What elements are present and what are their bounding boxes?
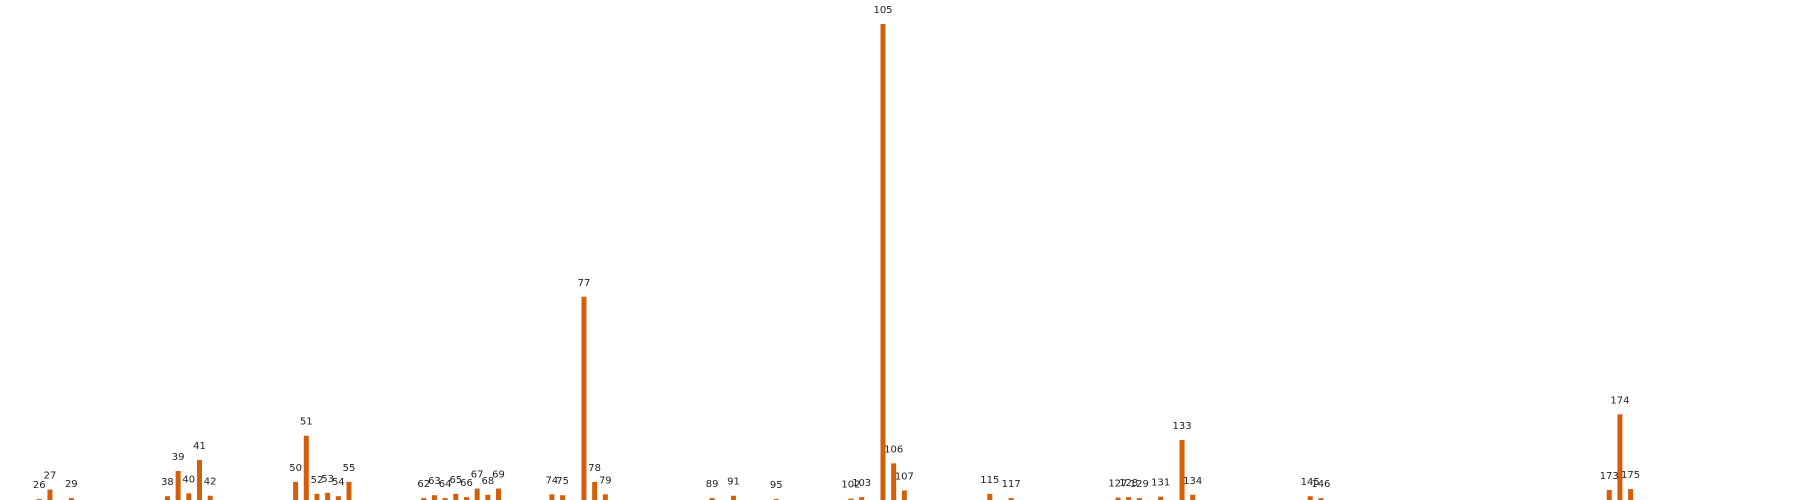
- data-label-89: 89: [706, 479, 719, 490]
- data-label-26: 26: [33, 480, 46, 491]
- data-label-68: 68: [481, 476, 494, 487]
- data-label-78: 78: [588, 463, 601, 474]
- data-label-128: 128: [1119, 478, 1138, 489]
- data-label-27: 27: [44, 471, 57, 482]
- bar-53: [325, 492, 331, 500]
- data-label-129: 129: [1130, 479, 1149, 490]
- bar-62: [421, 498, 427, 500]
- bar-39: [175, 470, 181, 500]
- bar-41: [196, 460, 202, 500]
- bar-52: [314, 493, 320, 500]
- data-label-95: 95: [770, 480, 783, 491]
- data-label-41: 41: [193, 441, 206, 452]
- bar-128: [1126, 497, 1132, 500]
- data-label-51: 51: [300, 417, 313, 428]
- data-label-133: 133: [1172, 421, 1191, 432]
- data-label-117: 117: [1002, 479, 1021, 490]
- bar-115: [987, 493, 993, 500]
- bar-51: [303, 435, 309, 500]
- bar-68: [485, 494, 491, 500]
- data-label-55: 55: [343, 463, 356, 474]
- data-label-42: 42: [204, 477, 217, 488]
- data-label-50: 50: [289, 463, 302, 474]
- data-label-62: 62: [417, 479, 430, 490]
- data-label-77: 77: [578, 278, 591, 289]
- bar-173: [1606, 490, 1612, 500]
- bar-67: [474, 488, 480, 500]
- data-label-79: 79: [599, 475, 612, 486]
- data-label-69: 69: [492, 470, 505, 481]
- bar-175: [1628, 489, 1634, 500]
- data-label-38: 38: [161, 477, 174, 488]
- data-label-106: 106: [884, 444, 903, 455]
- bar-106: [891, 463, 897, 500]
- bar-74: [549, 494, 555, 500]
- bar-40: [186, 493, 192, 500]
- bar-103: [859, 497, 865, 500]
- data-label-131: 131: [1151, 478, 1170, 489]
- data-label-134: 134: [1183, 476, 1202, 487]
- bar-79: [602, 494, 608, 500]
- bar-102: [848, 498, 854, 500]
- bar-91: [730, 495, 736, 500]
- bar-69: [496, 488, 502, 500]
- bar-134: [1190, 494, 1196, 500]
- data-label-105: 105: [873, 5, 892, 16]
- data-label-65: 65: [449, 475, 462, 486]
- data-label-54: 54: [332, 477, 345, 488]
- data-label-40: 40: [182, 474, 195, 485]
- data-label-39: 39: [172, 452, 185, 463]
- bar-146: [1318, 498, 1324, 500]
- bar-29: [68, 498, 74, 500]
- bar-50: [293, 481, 299, 500]
- data-label-107: 107: [895, 471, 914, 482]
- data-label-64: 64: [439, 479, 452, 490]
- bar-133: [1179, 440, 1185, 500]
- data-label-75: 75: [556, 476, 569, 487]
- bar-145: [1307, 496, 1313, 500]
- data-label-66: 66: [460, 478, 473, 489]
- bar-117: [1008, 498, 1014, 500]
- bar-75: [560, 495, 566, 500]
- bar-105: [880, 24, 886, 500]
- data-label-174: 174: [1610, 395, 1629, 406]
- bars-group: [36, 24, 1634, 500]
- bar-174: [1617, 414, 1623, 500]
- bar-131: [1158, 496, 1164, 500]
- bar-89: [709, 498, 715, 500]
- data-label-29: 29: [65, 479, 78, 490]
- data-label-103: 103: [852, 478, 871, 489]
- bar-78: [592, 481, 598, 500]
- data-label-175: 175: [1621, 470, 1640, 481]
- bar-27: [47, 489, 53, 500]
- data-label-145: 145: [1301, 477, 1320, 488]
- data-label-102: 102: [841, 480, 860, 491]
- bar-54: [335, 496, 341, 500]
- bar-66: [463, 497, 469, 500]
- data-label-127: 127: [1108, 479, 1127, 490]
- bar-65: [453, 493, 459, 500]
- bar-55: [346, 481, 352, 500]
- data-label-53: 53: [321, 474, 334, 485]
- data-label-67: 67: [471, 470, 484, 481]
- bar-127: [1115, 497, 1121, 500]
- data-label-74: 74: [546, 475, 559, 486]
- bar-38: [164, 496, 170, 500]
- data-label-52: 52: [311, 475, 324, 486]
- data-label-63: 63: [428, 476, 441, 487]
- bar-64: [442, 498, 448, 500]
- bar-63: [431, 495, 437, 500]
- data-label-115: 115: [980, 475, 999, 486]
- data-label-173: 173: [1600, 471, 1619, 482]
- data-label-91: 91: [727, 477, 740, 488]
- bar-107: [901, 490, 907, 500]
- bar-42: [207, 495, 213, 500]
- data-label-146: 146: [1311, 479, 1330, 490]
- bar-129: [1136, 498, 1142, 500]
- bar-77: [581, 296, 587, 500]
